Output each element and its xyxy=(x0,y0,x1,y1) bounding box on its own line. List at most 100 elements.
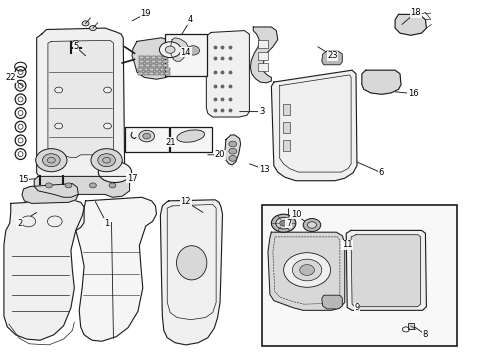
Bar xyxy=(157,57,162,59)
Bar xyxy=(151,60,156,63)
Circle shape xyxy=(91,149,122,172)
Text: 18: 18 xyxy=(409,8,420,17)
Polygon shape xyxy=(321,295,342,309)
Text: 20: 20 xyxy=(214,150,225,159)
Polygon shape xyxy=(267,232,344,310)
Bar xyxy=(151,57,156,59)
Circle shape xyxy=(89,26,96,31)
Bar xyxy=(139,63,144,67)
Circle shape xyxy=(228,156,236,161)
Circle shape xyxy=(109,183,116,188)
Circle shape xyxy=(283,253,330,287)
Bar xyxy=(149,72,153,75)
Bar xyxy=(138,68,142,71)
Text: 23: 23 xyxy=(326,51,337,60)
Text: 2: 2 xyxy=(17,219,22,228)
Bar xyxy=(163,60,167,63)
Text: 16: 16 xyxy=(407,89,418,98)
Text: 17: 17 xyxy=(126,174,137,183)
Text: 13: 13 xyxy=(258,165,269,174)
Bar xyxy=(165,34,206,76)
Circle shape xyxy=(89,183,96,188)
Bar xyxy=(163,63,167,67)
Text: 6: 6 xyxy=(378,168,383,177)
Circle shape xyxy=(292,259,321,281)
Bar xyxy=(282,140,289,151)
Polygon shape xyxy=(37,28,124,187)
Bar xyxy=(151,63,156,67)
Bar xyxy=(165,72,169,75)
Circle shape xyxy=(165,46,175,53)
Bar xyxy=(157,63,162,67)
Bar xyxy=(145,57,150,59)
Circle shape xyxy=(142,133,150,139)
Text: 4: 4 xyxy=(188,15,193,24)
Bar xyxy=(165,68,169,71)
Bar xyxy=(157,60,162,63)
Text: 19: 19 xyxy=(140,9,151,18)
Circle shape xyxy=(299,265,314,275)
Bar xyxy=(145,60,150,63)
Bar xyxy=(154,72,159,75)
Circle shape xyxy=(73,40,79,45)
Circle shape xyxy=(159,42,181,58)
Bar xyxy=(124,127,168,152)
Bar xyxy=(170,127,211,152)
Circle shape xyxy=(82,21,89,26)
Polygon shape xyxy=(271,70,356,181)
Polygon shape xyxy=(394,14,426,35)
Circle shape xyxy=(55,123,62,129)
Polygon shape xyxy=(132,38,184,79)
Polygon shape xyxy=(250,27,277,83)
Circle shape xyxy=(55,87,62,93)
Polygon shape xyxy=(321,51,342,65)
Text: 12: 12 xyxy=(180,197,191,206)
Polygon shape xyxy=(350,235,420,307)
Circle shape xyxy=(45,183,52,188)
Text: 11: 11 xyxy=(341,240,352,249)
Circle shape xyxy=(307,222,316,228)
Ellipse shape xyxy=(98,162,131,183)
Circle shape xyxy=(228,148,236,154)
Bar xyxy=(139,57,144,59)
Bar xyxy=(282,104,289,115)
Polygon shape xyxy=(76,197,156,341)
Bar xyxy=(154,68,159,71)
Circle shape xyxy=(103,87,111,93)
Text: 9: 9 xyxy=(354,303,359,312)
Bar xyxy=(138,72,142,75)
Bar xyxy=(149,68,153,71)
Polygon shape xyxy=(170,38,188,61)
Bar xyxy=(257,52,268,60)
Circle shape xyxy=(47,216,62,227)
Circle shape xyxy=(139,130,154,142)
Circle shape xyxy=(275,217,291,229)
Circle shape xyxy=(186,46,199,55)
Circle shape xyxy=(36,149,67,172)
Ellipse shape xyxy=(176,246,206,280)
Polygon shape xyxy=(361,70,400,94)
Circle shape xyxy=(228,141,236,147)
Bar xyxy=(143,68,148,71)
Bar xyxy=(163,57,167,59)
Bar xyxy=(139,60,144,63)
Text: 7: 7 xyxy=(285,219,290,228)
Circle shape xyxy=(47,157,55,163)
Polygon shape xyxy=(160,200,222,345)
Bar xyxy=(160,68,164,71)
Text: 10: 10 xyxy=(290,210,301,219)
Circle shape xyxy=(103,123,111,129)
Polygon shape xyxy=(4,200,84,340)
Polygon shape xyxy=(346,230,426,310)
Circle shape xyxy=(42,154,60,167)
Circle shape xyxy=(98,154,115,167)
Text: 15: 15 xyxy=(18,175,29,184)
Text: 5: 5 xyxy=(73,42,78,51)
Polygon shape xyxy=(206,31,249,117)
Circle shape xyxy=(21,216,36,227)
Ellipse shape xyxy=(177,130,204,142)
Text: 8: 8 xyxy=(422,330,427,339)
Circle shape xyxy=(102,157,110,163)
Circle shape xyxy=(65,183,72,188)
Text: 14: 14 xyxy=(180,48,191,57)
